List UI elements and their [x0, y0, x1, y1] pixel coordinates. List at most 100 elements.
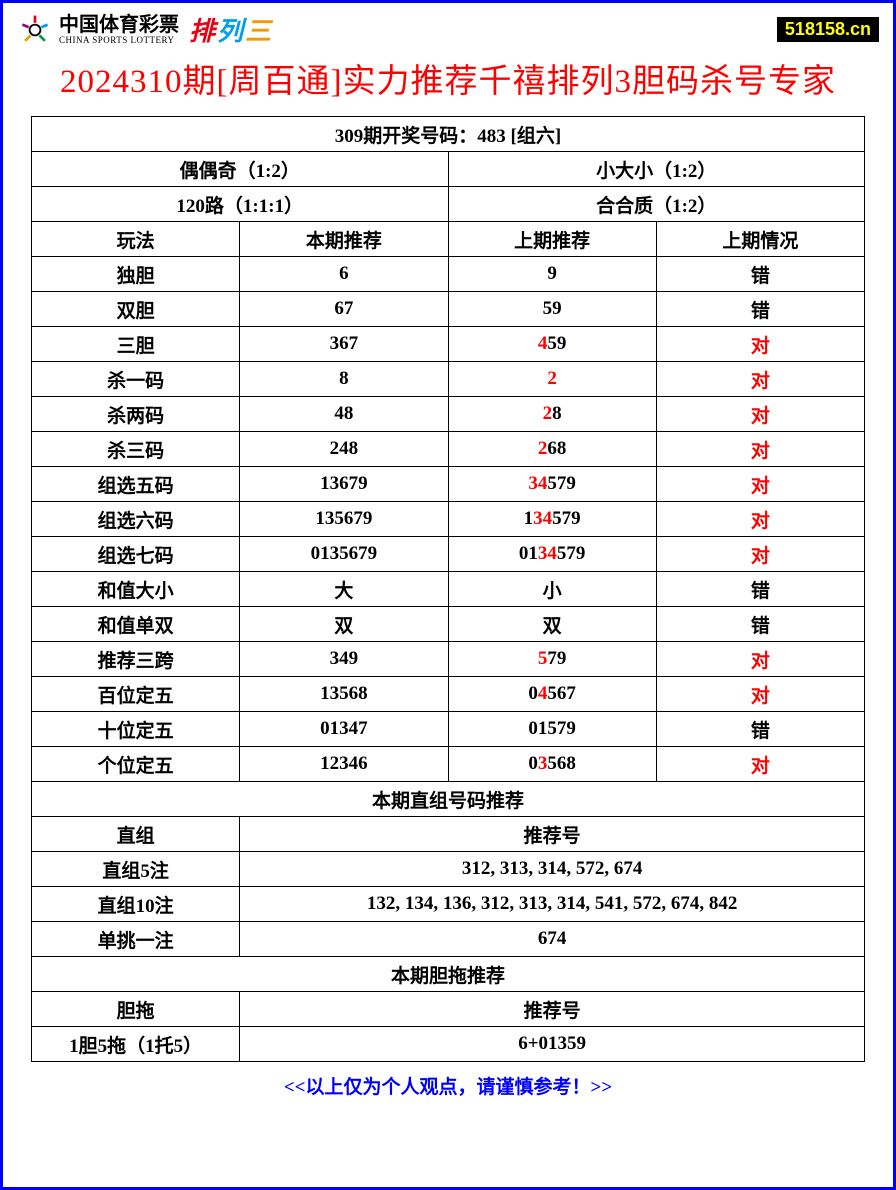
table-cell: 上期情况: [656, 222, 864, 257]
table-row: 120路（1:1:1）合合质（1:2）: [32, 187, 865, 222]
table-cell: 小: [448, 572, 656, 607]
table-cell: 和值单双: [32, 607, 240, 642]
table-cell: 309期开奖号码：483 [组六]: [32, 117, 865, 152]
table-cell: 双胆: [32, 292, 240, 327]
table-cell: 579: [448, 642, 656, 677]
footer-note: <<以上仅为个人观点，请谨慎参考！>>: [31, 1062, 865, 1109]
table-cell: 对: [656, 327, 864, 362]
table-cell: 本期胆拖推荐: [32, 957, 865, 992]
site-badge: 518158.cn: [777, 17, 879, 42]
table-row: 直组推荐号: [32, 817, 865, 852]
table-row: 三胆367459对: [32, 327, 865, 362]
table-row: 杀两码4828对: [32, 397, 865, 432]
table-cell: 6: [240, 257, 448, 292]
table-cell: 合合质（1:2）: [448, 187, 865, 222]
main-table: 309期开奖号码：483 [组六]偶偶奇（1:2）小大小（1:2）120路（1:…: [31, 116, 865, 1062]
lottery-logo-icon: [17, 12, 53, 48]
table-cell: 对: [656, 397, 864, 432]
table-row: 推荐三跨349579对: [32, 642, 865, 677]
table-cell: 2: [448, 362, 656, 397]
logo-cn: 中国体育彩票: [59, 15, 179, 35]
table-row: 组选六码135679134579对: [32, 502, 865, 537]
table-row: 1胆5拖（1托5）6+01359: [32, 1027, 865, 1062]
table-container: 309期开奖号码：483 [组六]偶偶奇（1:2）小大小（1:2）120路（1:…: [3, 116, 893, 1109]
table-cell: 直组: [32, 817, 240, 852]
table-cell: 03568: [448, 747, 656, 782]
table-cell: 367: [240, 327, 448, 362]
table-cell: 9: [448, 257, 656, 292]
table-cell: 312, 313, 314, 572, 674: [240, 852, 865, 887]
table-cell: 杀一码: [32, 362, 240, 397]
pailie-char: 列: [217, 11, 243, 48]
table-row: 组选五码1367934579对: [32, 467, 865, 502]
table-cell: 杀三码: [32, 432, 240, 467]
table-cell: 上期推荐: [448, 222, 656, 257]
table-cell: 对: [656, 432, 864, 467]
table-cell: 独胆: [32, 257, 240, 292]
table-cell: 组选六码: [32, 502, 240, 537]
table-cell: 双: [240, 607, 448, 642]
table-cell: 玩法: [32, 222, 240, 257]
table-cell: 推荐号: [240, 817, 865, 852]
table-row: 组选七码01356790134579对: [32, 537, 865, 572]
table-cell: 0134579: [448, 537, 656, 572]
table-cell: 0135679: [240, 537, 448, 572]
table-row: 双胆6759错: [32, 292, 865, 327]
table-cell: 本期推荐: [240, 222, 448, 257]
table-cell: 13679: [240, 467, 448, 502]
table-row: 玩法本期推荐上期推荐上期情况: [32, 222, 865, 257]
table-cell: 双: [448, 607, 656, 642]
table-cell: 8: [240, 362, 448, 397]
table-cell: 直组5注: [32, 852, 240, 887]
table-cell: 对: [656, 467, 864, 502]
table-cell: 对: [656, 502, 864, 537]
table-cell: 单挑一注: [32, 922, 240, 957]
logo-block: 中国体育彩票 CHINA SPORTS LOTTERY 排列三: [17, 11, 271, 48]
table-cell: 对: [656, 537, 864, 572]
table-cell: 28: [448, 397, 656, 432]
table-cell: 小大小（1:2）: [448, 152, 865, 187]
logo-text-block: 中国体育彩票 CHINA SPORTS LOTTERY: [59, 15, 179, 45]
table-cell: 13568: [240, 677, 448, 712]
table-cell: 134579: [448, 502, 656, 537]
table-cell: 59: [448, 292, 656, 327]
table-cell: 错: [656, 607, 864, 642]
table-row: 独胆69错: [32, 257, 865, 292]
table-cell: 1胆5拖（1托5）: [32, 1027, 240, 1062]
table-cell: 三胆: [32, 327, 240, 362]
pailie-char: 三: [245, 11, 271, 48]
table-cell: 本期直组号码推荐: [32, 782, 865, 817]
table-cell: 推荐号: [240, 992, 865, 1027]
table-cell: 48: [240, 397, 448, 432]
table-cell: 错: [656, 572, 864, 607]
table-cell: 01579: [448, 712, 656, 747]
logo-en: CHINA SPORTS LOTTERY: [59, 35, 179, 45]
table-cell: 百位定五: [32, 677, 240, 712]
table-cell: 459: [448, 327, 656, 362]
table-cell: 推荐三跨: [32, 642, 240, 677]
page-title: 2024310期[周百通]实力推荐千禧排列3胆码杀号专家: [3, 52, 893, 116]
table-row: 和值单双双双错: [32, 607, 865, 642]
table-cell: 132, 134, 136, 312, 313, 314, 541, 572, …: [240, 887, 865, 922]
table-cell: 错: [656, 257, 864, 292]
table-cell: 错: [656, 292, 864, 327]
table-cell: 组选七码: [32, 537, 240, 572]
header: 中国体育彩票 CHINA SPORTS LOTTERY 排列三 518158.c…: [3, 3, 893, 52]
table-cell: 120路（1:1:1）: [32, 187, 449, 222]
table-row: 本期直组号码推荐: [32, 782, 865, 817]
table-row: 单挑一注674: [32, 922, 865, 957]
table-row: 直组5注312, 313, 314, 572, 674: [32, 852, 865, 887]
table-cell: 和值大小: [32, 572, 240, 607]
table-cell: 349: [240, 642, 448, 677]
table-row: 杀一码82对: [32, 362, 865, 397]
table-cell: 12346: [240, 747, 448, 782]
table-row: 本期胆拖推荐: [32, 957, 865, 992]
table-cell: 135679: [240, 502, 448, 537]
table-row: 个位定五1234603568对: [32, 747, 865, 782]
table-cell: 组选五码: [32, 467, 240, 502]
table-row: 杀三码248268对: [32, 432, 865, 467]
table-row: 百位定五1356804567对: [32, 677, 865, 712]
table-cell: 6+01359: [240, 1027, 865, 1062]
table-cell: 34579: [448, 467, 656, 502]
table-cell: 杀两码: [32, 397, 240, 432]
